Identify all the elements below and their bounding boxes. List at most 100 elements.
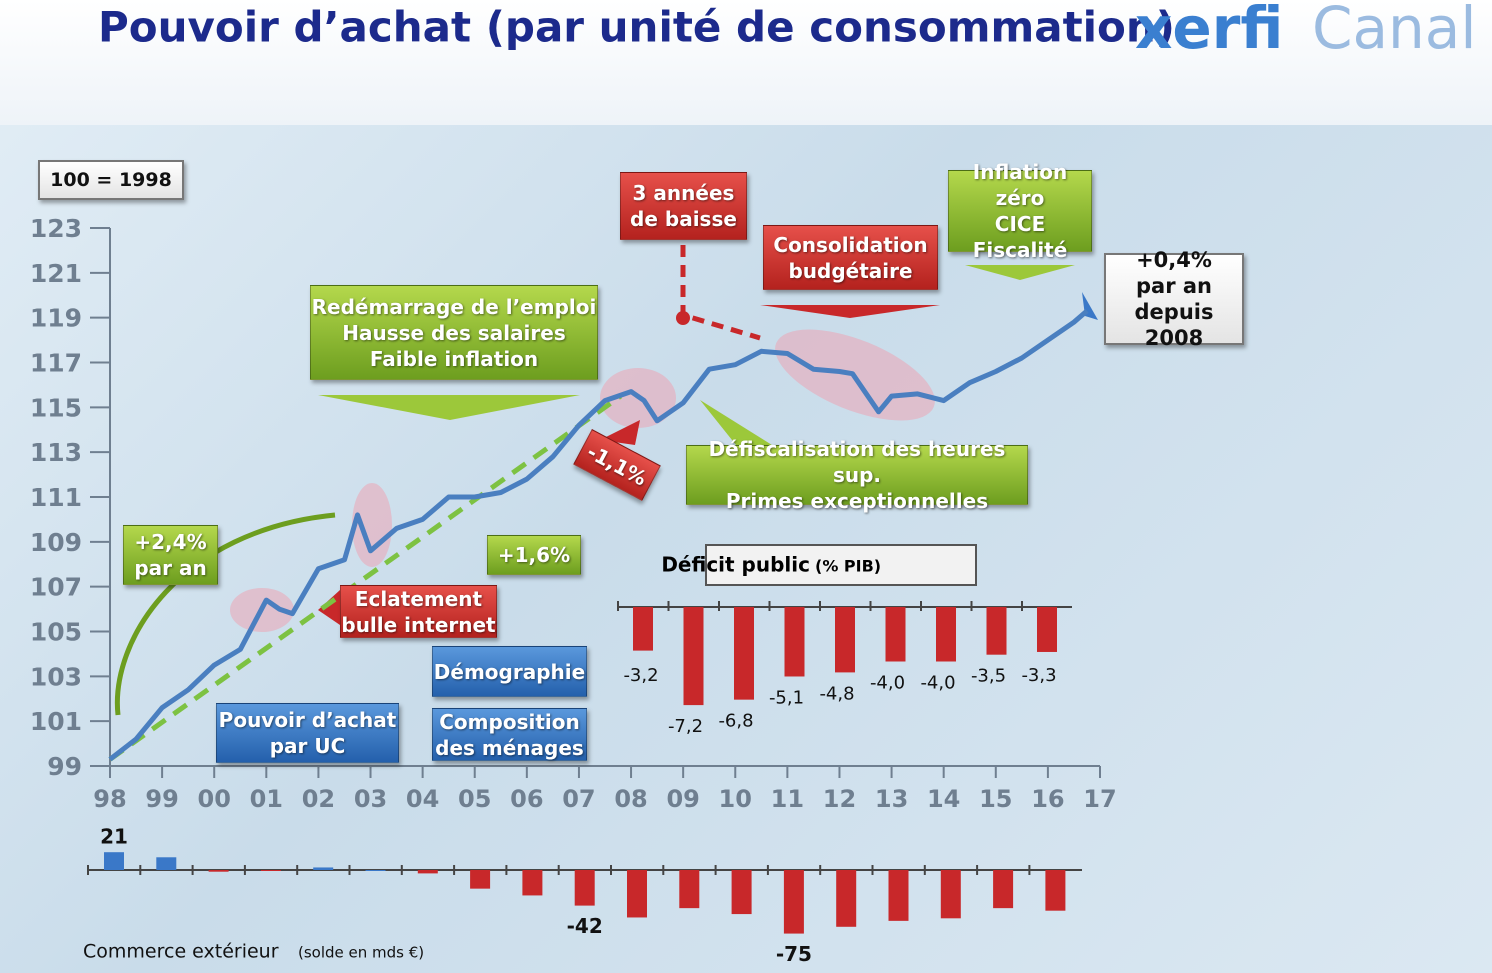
y-tick-label: 101 xyxy=(30,707,82,736)
data-label: -5,1 xyxy=(769,687,804,708)
data-label: -42 xyxy=(567,914,603,938)
bar xyxy=(940,870,961,919)
bar xyxy=(885,607,906,662)
line xyxy=(108,309,1089,762)
annotation: +0,4% par an depuis 2008 xyxy=(1104,248,1244,350)
logo-left: xerfi xyxy=(1135,0,1283,62)
annotation: Inflation zéro CICE Fiscalité xyxy=(948,160,1092,262)
annotation: 3 années de baisse xyxy=(620,172,747,240)
bar xyxy=(208,870,229,872)
inset-subtitle: (% PIB) xyxy=(815,557,881,576)
bar xyxy=(784,607,805,677)
bar xyxy=(156,857,177,870)
annotation: Composition des ménages xyxy=(432,708,587,761)
bar xyxy=(888,870,909,921)
y-tick-label: 119 xyxy=(30,304,82,333)
logo-right: Canal xyxy=(1312,0,1476,62)
pointer xyxy=(760,305,940,318)
x-tick-label: 17 xyxy=(1083,785,1116,813)
arrow xyxy=(680,245,761,341)
data-label: -6,8 xyxy=(718,711,753,732)
y-tick-label: 111 xyxy=(30,483,82,512)
trade-title: Commerce extérieur xyxy=(83,941,279,963)
bar xyxy=(1037,607,1057,652)
annotation: Consolidation budgétaire xyxy=(763,225,938,290)
bar xyxy=(783,870,804,934)
annotation: Démographie xyxy=(432,646,587,697)
bar xyxy=(986,607,1007,655)
annotation: Eclatement bulle internet xyxy=(340,585,497,638)
x-tick-label: 99 xyxy=(145,785,178,813)
x-tick-label: 07 xyxy=(562,785,595,813)
bar xyxy=(993,870,1014,909)
title: Pouvoir d’achat (par unité de consommati… xyxy=(98,3,1175,52)
index-label: 100 = 1998 xyxy=(38,160,184,200)
y-tick-label: 105 xyxy=(30,618,82,647)
arrow-dot xyxy=(676,311,690,325)
x-tick-label: 13 xyxy=(875,785,908,813)
x-tick-label: 02 xyxy=(302,785,335,813)
y-tick-label: 121 xyxy=(30,259,82,288)
x-tick-label: 03 xyxy=(354,785,387,813)
x-tick-label: 11 xyxy=(771,785,804,813)
pointer xyxy=(965,265,1075,280)
arrow xyxy=(114,512,336,716)
y-tick-label: 123 xyxy=(30,214,82,243)
bar xyxy=(104,852,124,870)
pointer xyxy=(318,590,340,625)
trade-subtitle: (solde en mds €) xyxy=(298,944,424,962)
bar xyxy=(365,870,386,871)
x-tick-label: 05 xyxy=(458,785,491,813)
y-tick-label: 117 xyxy=(30,349,82,378)
inset-title: Déficit public xyxy=(661,553,810,577)
annotation: Redémarrage de l’emploi Hausse des salai… xyxy=(310,285,598,380)
x-tick-label: 14 xyxy=(927,785,960,813)
data-label: -7,2 xyxy=(668,716,703,737)
data-label: -3,3 xyxy=(1021,665,1056,686)
x-tick-label: 06 xyxy=(510,785,543,813)
bar xyxy=(1045,870,1066,911)
y-tick-label: 103 xyxy=(30,662,82,691)
bar xyxy=(836,870,857,927)
annotation: +2,4% par an xyxy=(123,525,218,585)
data-label: -3,5 xyxy=(971,666,1006,687)
y-tick-label: 113 xyxy=(30,438,82,467)
x-tick-label: 00 xyxy=(198,785,231,813)
y-tick-label: 115 xyxy=(30,393,82,422)
bar xyxy=(260,870,281,871)
bar xyxy=(731,870,752,915)
y-tick-label: 107 xyxy=(30,573,82,602)
bar xyxy=(522,870,543,896)
x-tick-label: 04 xyxy=(406,785,439,813)
annotation: Pouvoir d’achat par UC xyxy=(216,703,399,763)
data-label: 21 xyxy=(100,825,128,849)
x-tick-label: 16 xyxy=(1031,785,1064,813)
x-tick-label: 10 xyxy=(719,785,752,813)
bar xyxy=(574,870,595,906)
inset-title-box xyxy=(705,544,977,586)
header-band xyxy=(0,0,1492,125)
highlight xyxy=(352,483,392,567)
y-tick-label: 109 xyxy=(30,528,82,557)
y-tick-label: 99 xyxy=(47,752,82,781)
x-tick-label: 15 xyxy=(979,785,1012,813)
trend-line xyxy=(108,394,623,762)
x-tick-label: 12 xyxy=(823,785,856,813)
data-label: -4,0 xyxy=(920,673,955,694)
bar xyxy=(734,607,754,700)
bar xyxy=(313,867,334,870)
data-label: -75 xyxy=(776,942,812,966)
x-tick-label: 09 xyxy=(666,785,699,813)
annotation: +1,6% xyxy=(487,535,581,575)
bar xyxy=(835,607,855,673)
bar xyxy=(936,607,956,662)
x-tick-label: 01 xyxy=(250,785,283,813)
data-label: -4,0 xyxy=(870,673,905,694)
x-tick-label: 98 xyxy=(93,785,126,813)
bar xyxy=(683,607,704,706)
bar xyxy=(470,870,491,889)
data-label: -4,8 xyxy=(819,683,854,704)
data-label: -3,2 xyxy=(623,665,658,686)
